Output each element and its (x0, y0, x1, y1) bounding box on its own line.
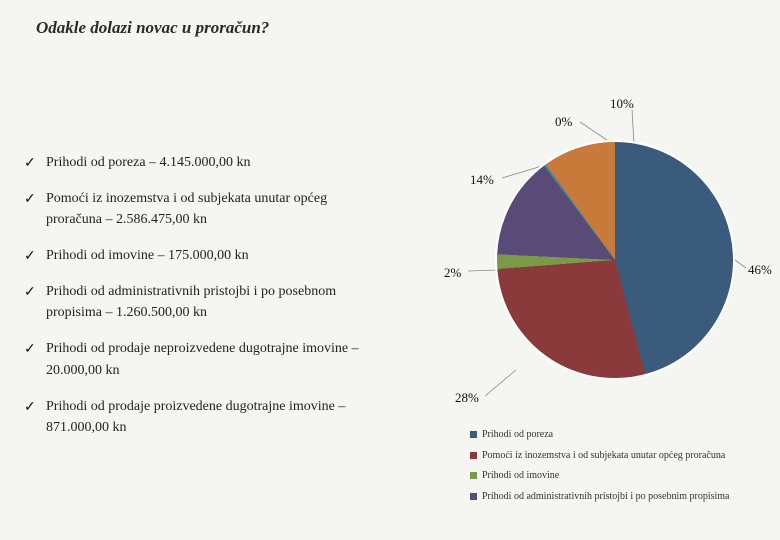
pie-disc (495, 140, 735, 380)
percent-label: 10% (610, 96, 634, 112)
legend-item: Pomoći iz inozemstva i od subjekata unut… (470, 449, 730, 464)
list-item-text: Prihodi od administrativnih pristojbi i … (46, 284, 336, 321)
list-item-text: Pomoći iz inozemstva i od subjekata unut… (46, 191, 327, 228)
list-item-text: Prihodi od prodaje proizvedene dugotrajn… (46, 399, 345, 436)
page-title: Odakle dolazi novac u proračun? (36, 18, 269, 38)
list-item: ✓ Pomoći iz inozemstva i od subjekata unu… (24, 188, 384, 231)
percent-label: 0% (555, 114, 572, 130)
legend-swatch (470, 493, 477, 500)
list-item: ✓ Prihodi od prodaje proizvedene dugotraj… (24, 396, 384, 439)
list-item-text: Prihodi od poreza – 4.145.000,00 kn (46, 155, 251, 170)
check-icon: ✓ (24, 397, 36, 419)
legend-swatch (470, 452, 477, 459)
legend-item: Prihodi od administrativnih pristojbi i … (470, 490, 730, 505)
check-icon: ✓ (24, 282, 36, 304)
legend-item: Prihodi od imovine (470, 469, 730, 484)
pie-wrap (495, 140, 735, 380)
legend-label: Prihodi od imovine (482, 469, 559, 484)
legend-label: Pomoći iz inozemstva i od subjekata unut… (482, 449, 725, 464)
pie-chart: 46% 28% 2% 14% 0% 10% Prihodi od poreza Pomoći… (400, 90, 770, 530)
legend-label: Prihodi od administrativnih pristojbi i … (482, 490, 730, 505)
percent-label: 46% (748, 262, 772, 278)
check-icon: ✓ (24, 246, 36, 268)
legend-swatch (470, 472, 477, 479)
bullet-list: ✓ Prihodi od poreza – 4.145.000,00 kn ✓ Pom… (24, 152, 384, 453)
list-item: ✓ Prihodi od administrativnih pristojbi i… (24, 281, 384, 324)
list-item: ✓ Prihodi od imovine – 175.000,00 kn (24, 245, 384, 267)
chart-legend: Prihodi od poreza Pomoći iz inozemstva i … (470, 428, 730, 510)
check-icon: ✓ (24, 339, 36, 361)
list-item: ✓ Prihodi od prodaje neproizvedene dugotr… (24, 338, 384, 381)
legend-label: Prihodi od poreza (482, 428, 553, 443)
list-item-text: Prihodi od imovine – 175.000,00 kn (46, 248, 249, 263)
check-icon: ✓ (24, 189, 36, 211)
list-item-text: Prihodi od prodaje neproizvedene dugotra… (46, 341, 359, 378)
list-item: ✓ Prihodi od poreza – 4.145.000,00 kn (24, 152, 384, 174)
percent-label: 2% (444, 265, 461, 281)
legend-item: Prihodi od poreza (470, 428, 730, 443)
check-icon: ✓ (24, 153, 36, 175)
legend-swatch (470, 431, 477, 438)
percent-label: 28% (455, 390, 479, 406)
percent-label: 14% (470, 172, 494, 188)
